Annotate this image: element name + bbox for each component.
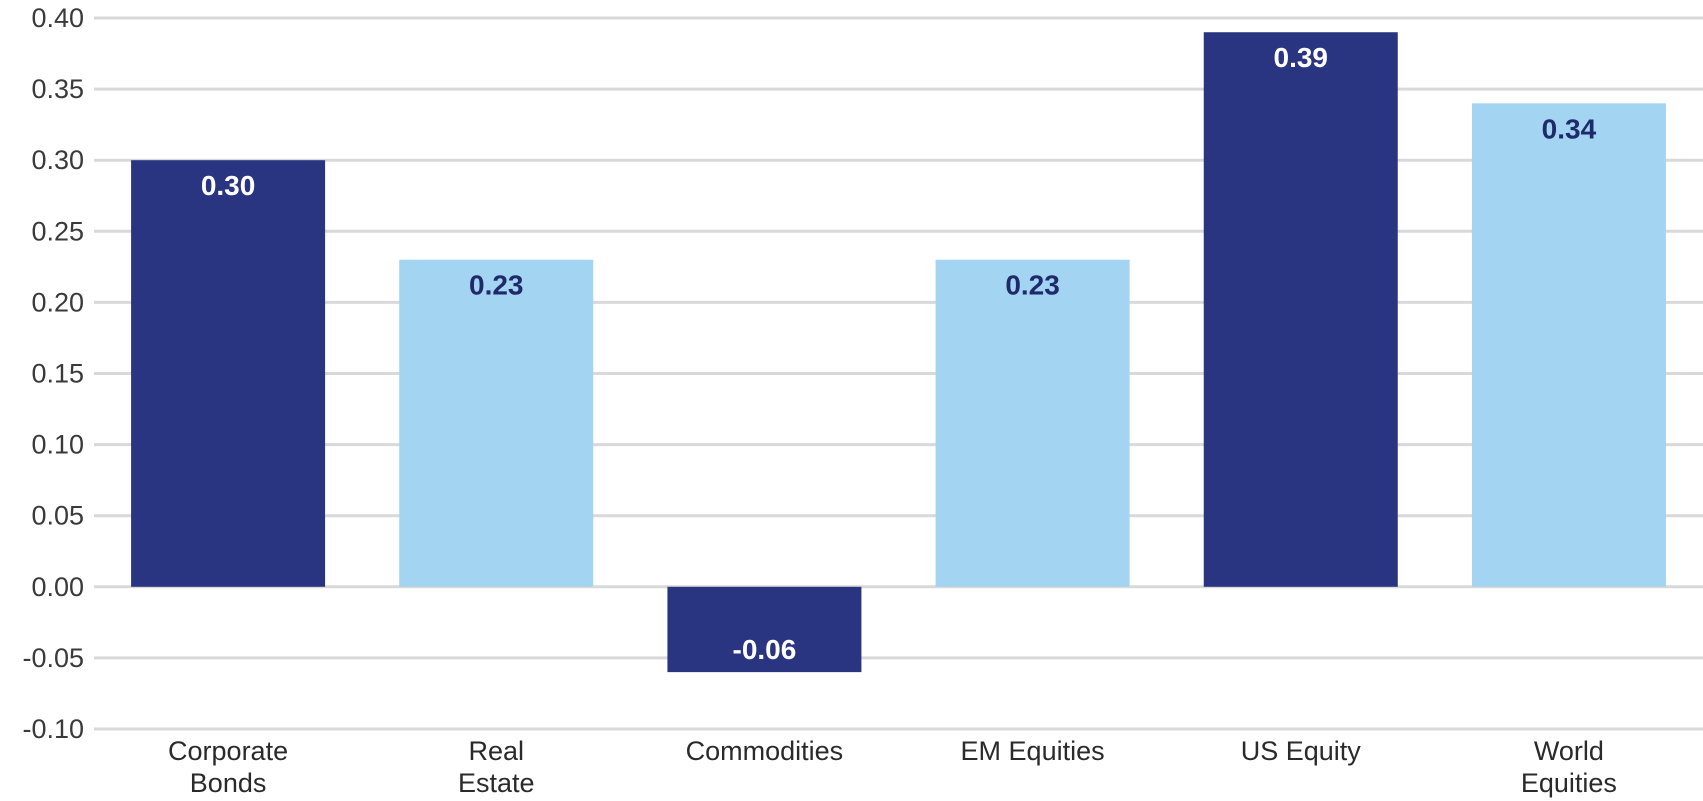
data-labels: 0.30 0.23 -0.06 0.23 0.39 0.34 [201,42,1597,665]
y-tick-label: 0.10 [31,430,84,460]
y-axis-tick-labels: 0.40 0.35 0.30 0.25 0.20 0.15 0.10 0.05 0.00 -0.0… [22,3,84,744]
bar [935,259,1130,587]
x-category-label: Corporate [168,736,288,766]
y-tick-label: 0.25 [31,216,84,246]
x-category-label: US Equity [1241,736,1362,766]
data-label: 0.23 [1005,270,1060,301]
y-tick-label: 0.05 [31,501,84,531]
data-label: -0.06 [733,634,797,665]
x-category-label: World [1534,736,1604,766]
bar [131,160,326,587]
y-tick-label: 0.40 [31,3,84,33]
data-label: 0.34 [1542,113,1597,144]
x-category-label: Equities [1521,768,1617,798]
y-tick-label: 0.35 [31,74,84,104]
bar [399,259,594,587]
bars [131,32,1666,673]
y-tick-label: 0.30 [31,145,84,175]
x-category-label: Real [468,736,524,766]
x-category-label: Estate [458,768,535,798]
x-category-label: EM Equities [961,736,1105,766]
y-tick-label: 0.20 [31,287,84,317]
y-tick-label: -0.05 [22,643,84,673]
bar [1471,103,1666,587]
bar [1203,32,1398,587]
x-category-label: Bonds [190,768,267,798]
bar [667,586,862,673]
data-label: 0.30 [201,170,256,201]
y-tick-label: 0.00 [31,572,84,602]
x-category-label: Commodities [686,736,844,766]
y-tick-label: 0.15 [31,359,84,389]
data-label: 0.39 [1274,42,1329,73]
y-tick-label: -0.10 [22,714,84,744]
data-label: 0.23 [469,270,524,301]
gridlines [94,16,1703,731]
